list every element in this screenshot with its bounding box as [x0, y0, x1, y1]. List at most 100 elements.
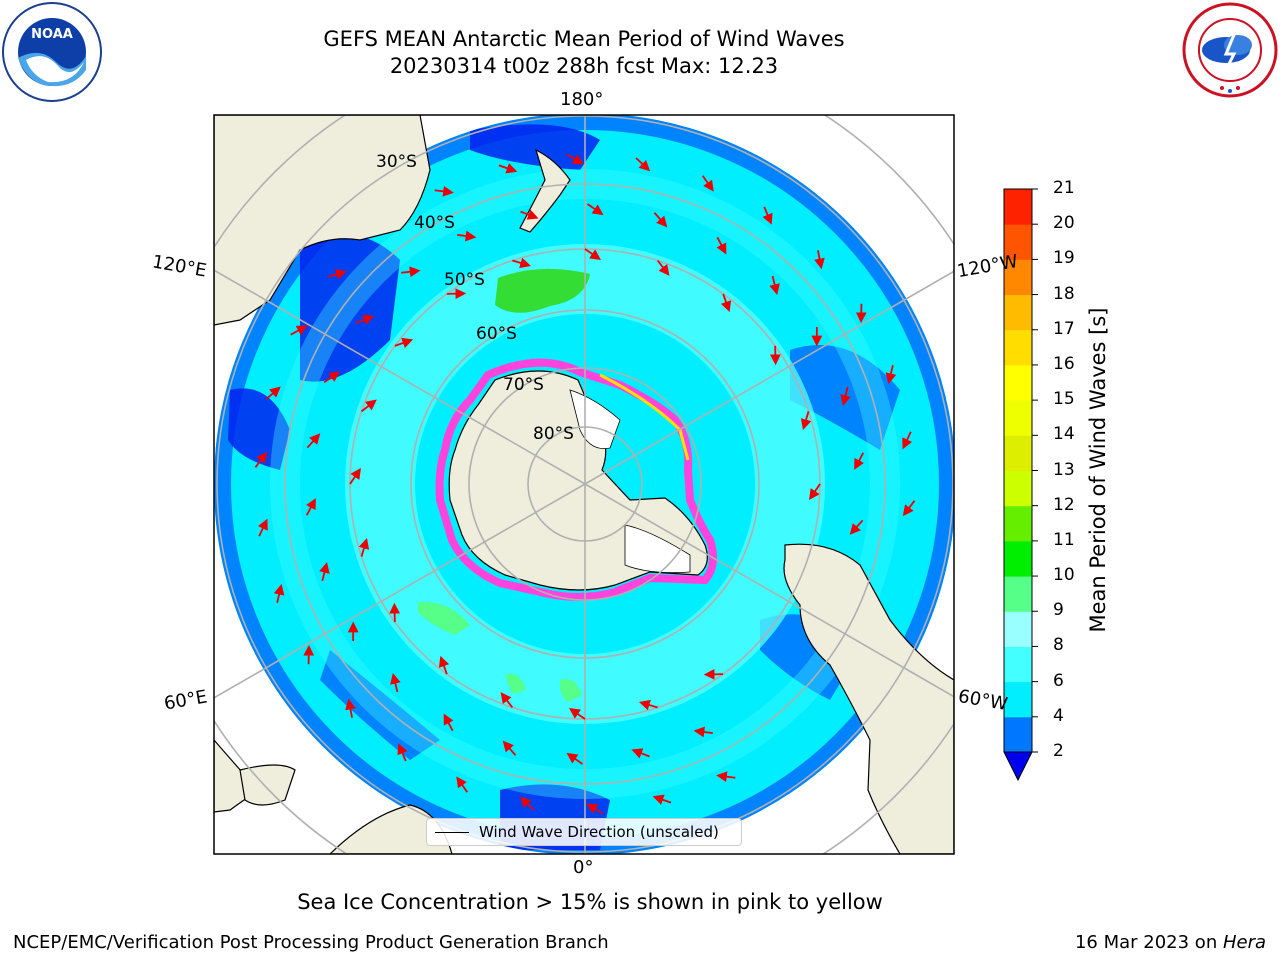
wind-wave-arrow [390, 673, 401, 693]
wind-wave-arrow [693, 726, 713, 738]
wind-wave-arrow [456, 776, 469, 793]
lon-label-180: 180° [560, 89, 604, 110]
south-america [783, 543, 954, 854]
chart-subtitle: 20230314 t00z 288h fcst Max: 12.23 [389, 54, 779, 78]
colorbar-segment [1004, 364, 1032, 401]
wind-wave-arrow [809, 483, 821, 501]
wind-wave-arrow [349, 467, 361, 485]
legend-line-sample [435, 831, 469, 833]
noaa-logo-text: NOAA [31, 27, 73, 42]
wind-wave-arrow [800, 411, 812, 430]
colorbar-tick-label: 6 [1053, 670, 1064, 691]
colorbar-segment [1004, 646, 1032, 683]
wind-wave-arrow [849, 519, 864, 535]
colorbar-segment [1004, 611, 1032, 647]
wind-wave-arrow [701, 175, 714, 192]
wind-wave-arrow [568, 708, 586, 720]
wind-wave-direction-arrows [254, 153, 916, 815]
colorbar-tick-label: 19 [1053, 248, 1075, 269]
colorbar-segment [1004, 259, 1032, 296]
lat-label-60s: 60°S [476, 324, 517, 344]
wind-wave-arrow [512, 257, 531, 269]
lat-label-70s: 70°S [503, 375, 544, 395]
colorbar-segment [1004, 470, 1032, 507]
wind-wave-arrow [762, 206, 773, 225]
colorbar-segment [1004, 505, 1032, 542]
wind-wave-arrow [498, 163, 518, 174]
wind-wave-arrow [457, 230, 477, 242]
colorbar-segment [1004, 189, 1032, 225]
noaa-logo-icon: NOAA [2, 2, 102, 102]
colorbar-segment [1004, 294, 1032, 331]
colorbar-tick-label: 17 [1053, 318, 1075, 339]
wind-wave-arrow [394, 337, 414, 349]
wind-wave-arrow [319, 562, 330, 582]
wind-wave-arrow [520, 209, 539, 220]
colorbar-tick-label: 11 [1053, 529, 1075, 550]
colorbar-tick-label: 21 [1053, 178, 1075, 198]
footer-date: 16 Mar 2023 on Hera [1075, 932, 1266, 953]
caption: Sea Ice Concentration > 15% is shown in … [297, 890, 883, 914]
lat-label-50s: 50°S [444, 270, 485, 290]
wind-wave-arrow [254, 451, 268, 468]
colorbar-tick-label: 8 [1053, 635, 1064, 656]
colorbar [1003, 188, 1038, 782]
sea-ice-edge [435, 358, 718, 601]
colorbar-title: Mean Period of Wind Waves [s] [1086, 307, 1110, 633]
wind-wave-arrow [720, 293, 732, 313]
wind-wave-arrow [587, 203, 604, 216]
wind-wave-arrow [814, 250, 825, 270]
colorbar-tick-label: 12 [1053, 494, 1075, 515]
colorbar-tick-label: 14 [1053, 424, 1075, 445]
wind-wave-arrow [566, 752, 583, 765]
wind-wave-arrow [358, 538, 370, 557]
map-legend: Wind Wave Direction (unscaled) [426, 818, 742, 846]
lat-label-80s: 80°S [533, 424, 574, 444]
nws-logo-icon [1182, 2, 1278, 98]
lat-label-30s: 30°S [376, 152, 417, 172]
wind-wave-arrow [840, 386, 851, 406]
wind-wave-arrow [397, 743, 408, 762]
wind-wave-arrow [902, 500, 916, 517]
colorbar-segment [1004, 224, 1032, 260]
wind-wave-arrow [273, 583, 285, 604]
wind-wave-arrow [566, 153, 584, 165]
wind-wave-arrow [653, 212, 668, 228]
wind-wave-arrow [885, 364, 897, 385]
wind-wave-arrow [401, 266, 421, 278]
wind-wave-arrow [345, 698, 356, 718]
wind-wave-arrow [502, 740, 517, 756]
colorbar-tick-label: 10 [1053, 565, 1075, 586]
colorbar-extend-min [1003, 751, 1033, 782]
wind-wave-arrow [716, 236, 727, 255]
wind-wave-arrow [306, 433, 321, 449]
wind-wave-arrow [635, 157, 651, 172]
wind-wave-arrow [290, 325, 308, 336]
wind-wave-arrow [769, 275, 780, 295]
wind-wave-arrow [854, 452, 865, 470]
wind-wave-arrow [656, 259, 670, 276]
map-frame [213, 114, 955, 855]
colorbar-tick-label: 15 [1053, 389, 1075, 410]
wind-wave-arrow [652, 794, 672, 805]
colorbar-tick-label: 4 [1053, 705, 1064, 726]
colorbar-tick-label: 18 [1053, 283, 1075, 304]
wind-wave-arrow [500, 692, 514, 709]
footer-credit: NCEP/EMC/Verification Post Processing Pr… [13, 932, 609, 953]
wind-wave-arrow [639, 699, 658, 711]
colorbar-tick-label: 16 [1053, 353, 1075, 374]
madagascar [239, 764, 296, 806]
lat-label-40s: 40°S [414, 213, 455, 233]
colorbar-tick-label: 13 [1053, 459, 1075, 480]
colorbar-segment [1004, 435, 1032, 471]
wind-wave-arrow [902, 431, 913, 450]
wind-wave-arrow [257, 518, 268, 537]
wind-wave-arrow [360, 399, 377, 413]
wind-wave-arrow [323, 371, 341, 384]
colorbar-segment [1004, 400, 1032, 436]
legend-label: Wind Wave Direction (unscaled) [479, 823, 719, 841]
wind-wave-arrow [716, 771, 736, 783]
colorbar-tick-label: 20 [1053, 213, 1075, 234]
footer-machine: Hera [1222, 932, 1266, 953]
